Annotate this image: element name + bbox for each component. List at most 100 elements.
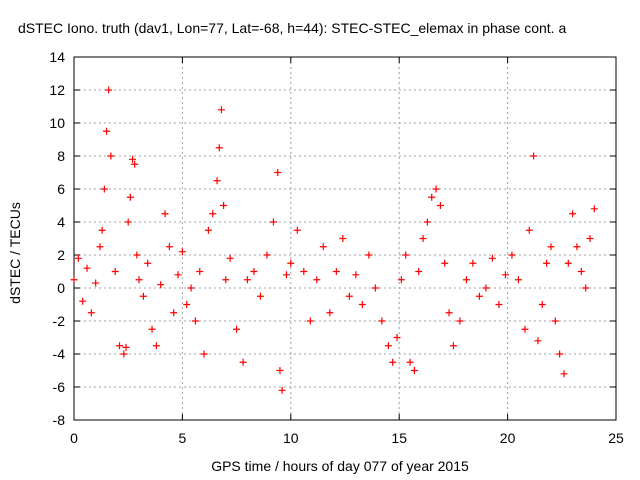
data-point bbox=[196, 268, 204, 275]
data-point bbox=[410, 367, 418, 374]
data-point bbox=[482, 284, 490, 292]
y-tick-label: -4 bbox=[53, 346, 66, 362]
y-tick-label: -6 bbox=[53, 379, 66, 395]
data-point bbox=[161, 210, 169, 218]
y-tick-label: 14 bbox=[49, 49, 65, 65]
data-point bbox=[152, 342, 160, 350]
data-point bbox=[326, 309, 334, 317]
data-point bbox=[300, 268, 308, 275]
data-point bbox=[538, 301, 546, 308]
data-point bbox=[534, 337, 542, 345]
data-point bbox=[521, 325, 529, 333]
data-point bbox=[215, 144, 223, 152]
data-point bbox=[586, 235, 594, 242]
data-point bbox=[378, 317, 386, 325]
data-point bbox=[287, 259, 295, 267]
data-point bbox=[560, 370, 568, 378]
data-point bbox=[590, 205, 598, 213]
data-point bbox=[70, 276, 78, 284]
data-point bbox=[131, 160, 139, 168]
data-point bbox=[157, 281, 165, 289]
data-point bbox=[107, 152, 115, 160]
data-point bbox=[250, 268, 258, 275]
data-point bbox=[111, 268, 119, 275]
y-axis-ticks: -8 -6 -4 -2 0 2 4 6 8 10 12 14 bbox=[49, 49, 616, 428]
data-point bbox=[402, 251, 410, 259]
data-point bbox=[332, 268, 340, 275]
data-point bbox=[462, 276, 470, 284]
y-tick-label: 12 bbox=[49, 82, 65, 98]
data-point bbox=[256, 292, 264, 300]
data-point bbox=[319, 243, 327, 251]
data-point bbox=[306, 317, 314, 325]
plot-border bbox=[73, 56, 617, 421]
data-point bbox=[79, 297, 87, 305]
y-tick-label: -8 bbox=[53, 412, 66, 428]
data-point bbox=[126, 193, 134, 201]
data-point bbox=[389, 358, 397, 366]
x-tick-label: 20 bbox=[500, 430, 516, 446]
data-point bbox=[547, 243, 555, 251]
data-point bbox=[415, 268, 423, 275]
data-point bbox=[508, 251, 516, 259]
data-point bbox=[432, 185, 440, 193]
data-point bbox=[222, 276, 230, 284]
data-point bbox=[313, 276, 321, 284]
data-point bbox=[564, 259, 572, 267]
data-point bbox=[116, 342, 124, 350]
data-point bbox=[133, 251, 141, 259]
y-tick-label: 4 bbox=[57, 214, 65, 230]
data-point bbox=[122, 343, 130, 351]
data-point bbox=[406, 358, 414, 366]
data-point bbox=[469, 259, 477, 267]
y-axis-label: dSTEC / TECUs bbox=[7, 202, 23, 304]
data-point bbox=[352, 271, 360, 279]
data-point bbox=[475, 292, 483, 300]
data-point bbox=[124, 218, 132, 226]
series-dSTEC bbox=[70, 86, 598, 394]
data-point bbox=[105, 86, 113, 94]
data-point bbox=[183, 301, 191, 308]
data-point bbox=[96, 243, 104, 251]
x-tick-label: 0 bbox=[70, 430, 78, 446]
data-point bbox=[220, 202, 228, 209]
data-point bbox=[98, 226, 106, 234]
data-point bbox=[120, 350, 128, 358]
data-point bbox=[217, 106, 225, 114]
data-point bbox=[358, 301, 366, 308]
x-tick-label: 15 bbox=[391, 430, 407, 446]
plot-frame bbox=[73, 56, 617, 421]
data-point bbox=[428, 193, 436, 201]
data-point bbox=[569, 210, 577, 218]
data-point bbox=[282, 271, 290, 279]
data-point bbox=[501, 271, 509, 279]
data-point bbox=[187, 284, 195, 292]
data-point bbox=[551, 317, 559, 325]
data-point bbox=[100, 185, 108, 193]
x-tick-label: 25 bbox=[608, 430, 624, 446]
data-point bbox=[170, 309, 178, 317]
y-tick-label: 10 bbox=[49, 115, 65, 131]
data-point bbox=[263, 251, 271, 259]
data-point bbox=[148, 325, 156, 333]
data-point bbox=[543, 259, 551, 267]
data-point bbox=[365, 251, 373, 259]
data-point bbox=[293, 226, 301, 234]
data-point bbox=[144, 259, 152, 267]
data-point bbox=[243, 276, 251, 284]
data-point bbox=[139, 292, 147, 300]
data-point bbox=[495, 301, 503, 308]
data-point bbox=[269, 218, 277, 226]
data-point bbox=[129, 155, 137, 163]
data-point bbox=[213, 177, 221, 185]
data-point bbox=[278, 386, 286, 394]
data-point bbox=[384, 342, 392, 350]
data-point bbox=[423, 218, 431, 226]
data-point bbox=[419, 235, 427, 242]
data-points bbox=[70, 86, 598, 394]
y-tick-label: 8 bbox=[57, 148, 65, 164]
data-point bbox=[135, 276, 143, 284]
data-point bbox=[530, 152, 538, 160]
